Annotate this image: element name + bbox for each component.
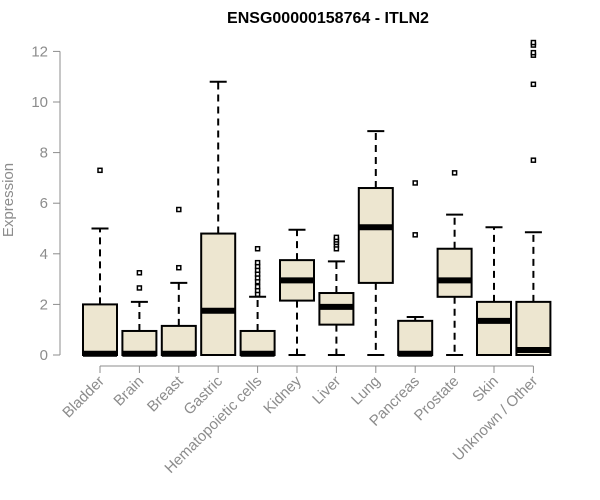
box-rect xyxy=(357,187,394,284)
box-kidney xyxy=(279,228,315,356)
outlier-point xyxy=(176,206,182,213)
box-gastric xyxy=(200,80,237,356)
y-axis: 0 2 4 6 8 10 12 xyxy=(31,43,61,364)
outlier-point xyxy=(451,170,458,176)
y-tick-label: 4 xyxy=(40,246,48,263)
outlier-point xyxy=(176,264,182,271)
x-tick-label: Breast xyxy=(144,372,187,415)
outlier-point xyxy=(530,81,537,88)
box-rect xyxy=(436,247,473,298)
box-rect xyxy=(200,232,237,356)
chart-title: ENSG00000158764 - ITLN2 xyxy=(227,10,429,27)
box-unknown-other xyxy=(515,39,552,356)
outlier-point xyxy=(530,157,537,163)
outlier-point xyxy=(530,39,537,46)
box-bladder xyxy=(82,167,118,357)
x-tick-label: Liver xyxy=(309,373,344,408)
box-liver xyxy=(318,234,355,356)
box-brain xyxy=(121,270,158,357)
boxes-group xyxy=(82,39,552,357)
x-tick-label: Skin xyxy=(469,373,502,406)
outlier-point xyxy=(254,259,261,266)
x-tick-label: Lung xyxy=(348,373,384,409)
y-tick-label: 6 xyxy=(40,195,48,212)
box-lung xyxy=(357,130,394,356)
outlier-point xyxy=(254,283,261,290)
outlier-point xyxy=(412,232,418,238)
x-tick-label: Brain xyxy=(110,373,147,410)
box-hematopoietic-cells xyxy=(239,245,276,357)
outlier-point xyxy=(530,49,537,56)
outlier-point xyxy=(136,270,143,276)
x-tick-label: Kidney xyxy=(260,372,305,417)
outlier-point xyxy=(136,285,143,291)
y-tick-label: 0 xyxy=(40,347,48,364)
box-prostate xyxy=(436,170,473,356)
y-tick-label: 2 xyxy=(40,296,48,313)
y-axis-label: Expression xyxy=(0,163,17,237)
box-rect xyxy=(82,303,118,356)
box-rect xyxy=(397,319,434,356)
outlier-point xyxy=(333,234,340,241)
y-tick-label: 10 xyxy=(31,94,48,111)
y-tick-label: 8 xyxy=(40,145,48,162)
x-tick-label: Bladder xyxy=(59,373,108,422)
box-rect xyxy=(515,300,552,356)
box-rect xyxy=(476,300,512,356)
outlier-point xyxy=(412,180,418,186)
box-rect xyxy=(160,324,197,356)
outlier-point xyxy=(97,167,103,174)
box-pancreas xyxy=(397,180,434,357)
outlier-point xyxy=(254,245,261,252)
y-tick-label: 12 xyxy=(31,43,48,60)
box-skin xyxy=(476,226,512,356)
box-breast xyxy=(160,206,197,357)
